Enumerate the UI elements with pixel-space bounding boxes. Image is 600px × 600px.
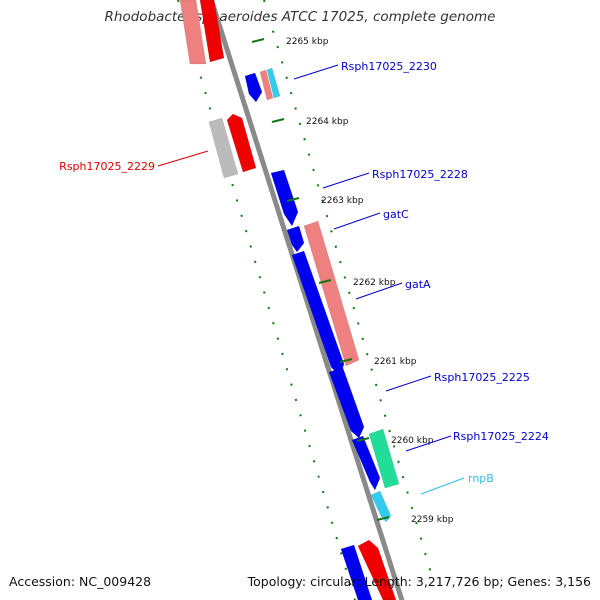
gene-leader-line (322, 172, 370, 189)
gene-leader-line (157, 150, 209, 167)
genome-backbone (208, 0, 405, 600)
gene-leader-line (355, 282, 403, 300)
tick-mark (251, 38, 265, 43)
tick-mark (376, 516, 390, 521)
gene-leader-line (405, 435, 452, 452)
tick-mark (286, 197, 300, 202)
tick-mark (339, 358, 353, 363)
gene-label[interactable]: gatC (383, 208, 409, 221)
gene-label[interactable]: Rsph17025_2225 (434, 371, 530, 384)
tick-label: 2263 kbp (321, 196, 364, 206)
tick-label: 2262 kbp (353, 278, 396, 288)
gene-leader-line (385, 375, 432, 392)
feature-reverse-gatC[interactable] (286, 225, 305, 253)
feature-reverse-2230[interactable] (244, 72, 263, 103)
genome-summary-text: Topology: circular; Length: 3,217,726 bp… (247, 574, 591, 589)
gene-leader-line (333, 212, 381, 230)
tick-label: 2265 kbp (286, 37, 329, 47)
feature-forward-2229[interactable] (226, 113, 257, 173)
feature-pseudo-2229[interactable] (208, 117, 239, 179)
feature-forward-gatC[interactable] (303, 220, 360, 367)
gene-label[interactable]: rnpB (468, 472, 494, 485)
tick-label: 2264 kbp (306, 117, 349, 127)
gene-label[interactable]: Rsph17025_2228 (372, 168, 468, 181)
feature-reverse-bottom[interactable] (340, 544, 373, 600)
feature-forward-top-1[interactable] (179, 0, 207, 65)
gene-leader-line (293, 64, 339, 80)
tick-mark (318, 279, 332, 284)
tick-mark (356, 437, 370, 442)
tick-label: 2260 kbp (391, 436, 434, 446)
feature-rna-rnpB[interactable] (370, 490, 392, 523)
gene-label[interactable]: Rsph17025_2230 (341, 60, 437, 73)
accession-text: Accession: NC_009428 (9, 574, 152, 589)
gene-label[interactable]: gatA (405, 278, 431, 291)
feature-forward-bottom[interactable] (357, 539, 397, 600)
feature-reverse-2225[interactable] (328, 367, 365, 439)
gene-label[interactable]: Rsph17025_2229 (59, 160, 155, 173)
gene-leader-line (420, 477, 465, 495)
feature-reverse-2224[interactable] (351, 435, 381, 491)
gene-label[interactable]: Rsph17025_2224 (453, 430, 549, 443)
tick-mark (271, 118, 285, 123)
tick-label: 2259 kbp (411, 515, 454, 525)
feature-forward-2230a[interactable] (259, 69, 274, 101)
tick-label: 2261 kbp (374, 357, 417, 367)
feature-trna-2224[interactable] (368, 428, 400, 489)
feature-forward-top-2[interactable] (199, 0, 225, 63)
feature-reverse-2228[interactable] (270, 169, 299, 227)
feature-rna-2230b[interactable] (266, 67, 281, 99)
